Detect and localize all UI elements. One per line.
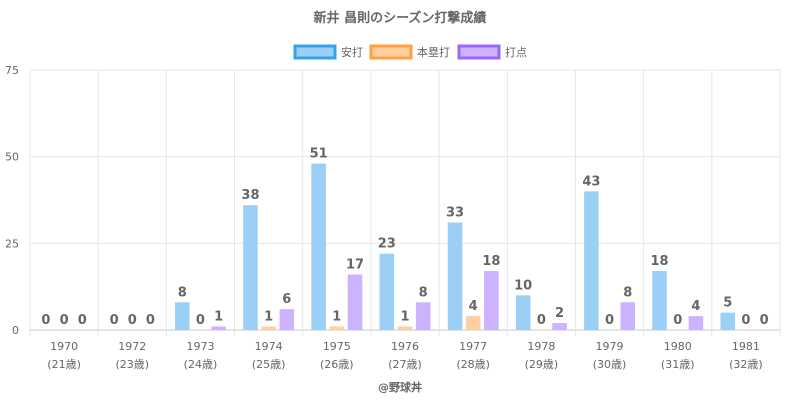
bar[interactable] <box>465 316 481 330</box>
legend: 安打 本塁打 打点 <box>293 44 527 60</box>
data-label: 0 <box>673 313 682 328</box>
data-label: 33 <box>446 206 464 221</box>
x-tick-label-age: (28歳) <box>456 358 490 371</box>
bar[interactable] <box>584 191 599 330</box>
data-label: 0 <box>741 313 750 328</box>
bar[interactable] <box>175 302 190 330</box>
legend-label[interactable]: 打点 <box>505 45 527 59</box>
data-label: 4 <box>691 299 700 314</box>
data-label: 8 <box>623 285 632 300</box>
x-tick-label-age: (30歳) <box>593 358 627 371</box>
data-label: 0 <box>146 313 155 328</box>
x-tick-label-year: 1978 <box>527 340 555 353</box>
x-tick-label-age: (26歳) <box>320 358 354 371</box>
data-label: 43 <box>582 174 600 189</box>
bar[interactable] <box>447 222 463 330</box>
bar[interactable] <box>620 302 635 330</box>
x-tick-label-age: (32歳) <box>729 358 763 371</box>
bar[interactable] <box>415 302 431 330</box>
bar[interactable] <box>515 295 531 330</box>
legend-swatch[interactable] <box>293 44 337 60</box>
data-label: 18 <box>482 254 500 269</box>
bar[interactable] <box>243 205 258 330</box>
x-tick-label-year: 1980 <box>664 340 692 353</box>
legend-swatch[interactable] <box>457 44 501 60</box>
data-label: 1 <box>214 310 223 325</box>
x-tick-label-age: (27歳) <box>388 358 422 371</box>
bar[interactable] <box>379 253 395 330</box>
bars <box>175 163 735 330</box>
x-tick-label-age: (29歳) <box>525 358 559 371</box>
bar[interactable] <box>720 312 735 330</box>
y-tick-label: 0 <box>12 324 19 337</box>
bar[interactable] <box>397 326 413 330</box>
credit-text: @野球丼 <box>378 380 422 394</box>
x-tick-label-year: 1974 <box>255 340 283 353</box>
legend-swatch[interactable] <box>369 44 413 60</box>
data-label: 18 <box>650 254 668 269</box>
data-label: 0 <box>760 313 769 328</box>
data-label: 17 <box>346 258 364 273</box>
data-label: 8 <box>419 285 428 300</box>
data-label: 0 <box>110 313 119 328</box>
data-label: 4 <box>469 299 478 314</box>
legend-label[interactable]: 本塁打 <box>417 45 450 59</box>
x-tick-label-age: (23歳) <box>115 358 149 371</box>
data-label: 51 <box>310 147 328 162</box>
y-tick-label: 25 <box>5 237 19 250</box>
x-tick-label-year: 1972 <box>118 340 146 353</box>
data-label: 10 <box>514 278 532 293</box>
bar[interactable] <box>652 271 667 330</box>
y-tick-label: 50 <box>5 151 19 164</box>
x-tick-label-year: 1970 <box>50 340 78 353</box>
bar[interactable] <box>261 326 276 330</box>
data-label: 0 <box>537 313 546 328</box>
bar[interactable] <box>552 323 567 330</box>
data-label: 38 <box>241 188 259 203</box>
data-label: 6 <box>282 292 291 307</box>
data-label: 0 <box>78 313 87 328</box>
data-label: 0 <box>196 313 205 328</box>
bar[interactable] <box>484 271 499 330</box>
x-tick-label-year: 1977 <box>459 340 487 353</box>
x-tick-label-year: 1973 <box>186 340 214 353</box>
bar[interactable] <box>347 274 363 330</box>
legend-label[interactable]: 安打 <box>341 45 363 59</box>
chart-title: 新井 昌則のシーズン打撃成績 <box>314 10 487 26</box>
x-tick-label-age: (21歳) <box>47 358 81 371</box>
x-tick-label-year: 1976 <box>391 340 419 353</box>
data-label: 1 <box>264 310 273 325</box>
y-tick-label: 75 <box>5 64 19 77</box>
x-tick-label-age: (31歳) <box>661 358 695 371</box>
data-label: 0 <box>60 313 69 328</box>
x-tick-label-age: (24歳) <box>184 358 218 371</box>
x-tick-label-year: 1981 <box>732 340 760 353</box>
data-label: 0 <box>128 313 137 328</box>
bar[interactable] <box>211 326 226 330</box>
bar[interactable] <box>311 163 326 330</box>
data-label: 2 <box>555 306 564 321</box>
x-tick-label-year: 1979 <box>596 340 624 353</box>
bar[interactable] <box>329 326 345 330</box>
data-label: 0 <box>605 313 614 328</box>
data-label: 1 <box>400 310 409 325</box>
x-axis: 1970 (21歳) 1972 (23歳) 1973 (24歳) 1974 (25歳) 1975… <box>47 340 762 371</box>
x-tick-label-year: 1975 <box>323 340 351 353</box>
data-label: 5 <box>723 296 732 311</box>
bar[interactable] <box>688 316 704 330</box>
data-label: 8 <box>178 285 187 300</box>
data-label: 0 <box>41 313 50 328</box>
bar[interactable] <box>279 309 295 330</box>
data-label: 1 <box>332 310 341 325</box>
data-label: 23 <box>378 237 396 252</box>
x-tick-label-age: (25歳) <box>252 358 286 371</box>
